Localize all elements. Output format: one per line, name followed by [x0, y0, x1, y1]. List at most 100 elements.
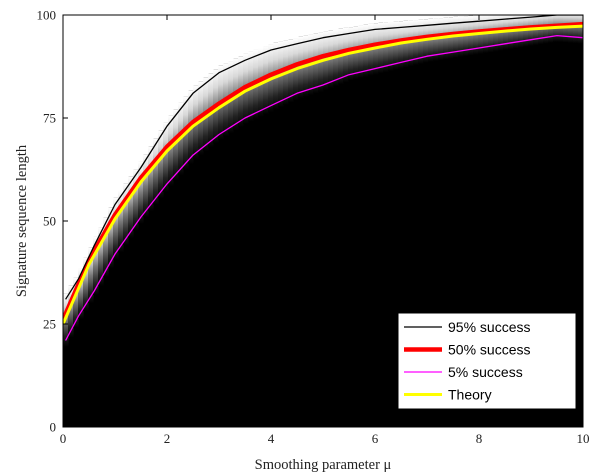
band-column-top: [233, 15, 239, 59]
band-column-top: [438, 15, 444, 19]
band-column: [453, 16, 459, 58]
band-column-top: [298, 15, 304, 37]
band-column: [448, 17, 454, 59]
band-column-top: [173, 15, 179, 110]
band-column-top: [83, 15, 89, 258]
legend: 95% success 50% success 5% success Theory: [397, 312, 577, 410]
band-column-top: [408, 15, 414, 21]
x-tick-label: 6: [372, 431, 379, 446]
band-column-top: [133, 15, 139, 170]
band-column-top: [63, 15, 69, 294]
band-column-top: [78, 15, 84, 269]
band-column: [458, 16, 464, 58]
band-column: [83, 257, 89, 312]
band-column-top: [108, 15, 114, 208]
legend-label: 95% success: [448, 319, 530, 335]
band-column-top: [143, 15, 149, 155]
band-column-top: [448, 15, 454, 18]
band-column-top: [118, 15, 124, 191]
band-column-top: [213, 15, 219, 70]
band-column-top: [223, 15, 229, 64]
band-column-top: [248, 15, 254, 52]
series-lines: [63, 15, 583, 341]
band-column: [158, 130, 164, 199]
band-column-top: [333, 15, 339, 30]
band-column: [168, 115, 174, 187]
band-column-top: [163, 15, 169, 123]
band-column: [93, 236, 99, 295]
band-column-top: [398, 15, 404, 22]
band-column: [418, 19, 424, 64]
y-tick-label: 50: [43, 214, 56, 229]
band-column-top: [363, 15, 369, 25]
band-column-top: [403, 15, 409, 21]
band-column-top: [68, 15, 74, 286]
band-column-top: [148, 15, 154, 147]
band-column-top: [273, 15, 279, 43]
band-column-top: [208, 15, 214, 74]
band-column: [113, 197, 119, 260]
band-column-top: [453, 15, 459, 17]
band-column-top: [433, 15, 439, 19]
band-column: [128, 176, 134, 239]
band-column-top: [413, 15, 419, 21]
band-column-top: [308, 15, 314, 35]
band-column-top: [278, 15, 284, 42]
band-column-top: [313, 15, 319, 34]
series-line-2: [65, 34, 583, 341]
band-column-top: [343, 15, 349, 28]
band-column-top: [328, 15, 334, 31]
band-column-top: [378, 15, 384, 23]
band-column: [398, 21, 404, 69]
band-column-top: [368, 15, 374, 24]
band-column: [563, 15, 569, 43]
band-column-top: [348, 15, 354, 28]
band-column: [573, 15, 579, 44]
y-tick-label: 100: [37, 8, 57, 23]
band-column: [88, 247, 94, 304]
band-column-top: [338, 15, 344, 29]
band-column: [153, 138, 159, 205]
band-column-top: [283, 15, 289, 41]
band-column-top: [383, 15, 389, 23]
x-tick-label: 0: [60, 431, 67, 446]
band-column-top: [418, 15, 424, 20]
band-column: [68, 285, 74, 338]
band-column-top: [183, 15, 189, 97]
band-column-top: [153, 15, 159, 139]
band-column-top: [228, 15, 234, 62]
band-column-top: [218, 15, 224, 66]
band-column: [163, 122, 169, 193]
band-column: [118, 190, 124, 253]
band-column-top: [168, 15, 174, 116]
band-column-top: [253, 15, 259, 50]
legend-label: 5% success: [448, 364, 523, 380]
band-column: [78, 268, 84, 319]
band-column-top: [323, 15, 329, 32]
band-column-top: [138, 15, 144, 162]
band-column: [408, 20, 414, 67]
band-column-top: [258, 15, 264, 48]
band-column: [98, 227, 104, 286]
band-column-top: [188, 15, 194, 91]
legend-label: 50% success: [448, 342, 530, 358]
y-tick-label: 25: [43, 317, 56, 332]
band-column: [103, 217, 109, 278]
x-tick-label: 2: [164, 431, 171, 446]
band-column: [403, 20, 409, 68]
legend-label: Theory: [448, 387, 492, 403]
band-column-top: [113, 15, 119, 198]
band-column: [123, 183, 129, 246]
band-column: [148, 146, 154, 212]
band-column-top: [428, 15, 434, 19]
x-tick-label: 10: [577, 431, 590, 446]
series-line-3: [63, 24, 583, 325]
plot-area: [63, 15, 583, 427]
band-column-top: [198, 15, 204, 82]
band-column-top: [353, 15, 359, 27]
band-column-top: [458, 15, 464, 17]
x-tick-label: 4: [268, 431, 275, 446]
band-column-top: [288, 15, 294, 40]
band-column: [443, 17, 449, 60]
